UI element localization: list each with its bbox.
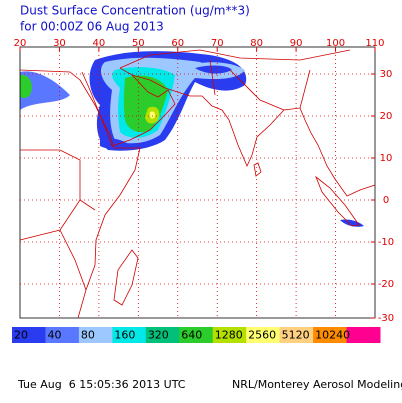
lon-label: 50	[132, 38, 145, 49]
lon-label: 80	[250, 38, 263, 49]
colorbar-segment	[346, 327, 381, 343]
colorbar-segment	[112, 327, 147, 343]
colorbar-segment	[78, 327, 113, 343]
colorbar-segment	[313, 327, 348, 343]
lon-label: 40	[93, 38, 106, 49]
footer-left: Tue Aug 6 15:05:36 2013 UTC	[17, 378, 186, 391]
coastlines	[19, 46, 376, 319]
lat-label: -30	[378, 313, 394, 324]
footer-right: NRL/Monterey Aerosol Modeling	[232, 378, 402, 391]
lon-label: 70	[211, 38, 224, 49]
colorbar-segment	[212, 327, 247, 343]
dust-field	[20, 51, 364, 227]
lon-label: 20	[14, 38, 27, 49]
colorbar-label: 5120	[282, 329, 310, 342]
colorbar-label: 320	[148, 329, 169, 342]
colorbar-segment	[45, 327, 80, 343]
colorbar-label: 10240	[315, 329, 350, 342]
lat-label: -20	[378, 279, 394, 290]
map-title: Dust Surface Concentration (ug/m**3)	[20, 4, 250, 18]
colorbar-segment	[279, 327, 314, 343]
colorbar-label: 1280	[215, 329, 243, 342]
lon-label: 60	[171, 38, 184, 49]
colorbar-label: 160	[114, 329, 135, 342]
lon-label: 30	[53, 38, 66, 49]
colorbar-label: 2560	[248, 329, 276, 342]
lat-label: -10	[378, 237, 394, 248]
colorbar-label: 40	[47, 329, 61, 342]
lat-label: 10	[380, 153, 393, 164]
lat-label: 0	[383, 195, 389, 206]
map-subtitle: for 00:00Z 06 Aug 2013	[20, 20, 164, 34]
colorbar-segment	[179, 327, 214, 343]
colorbar-segment	[145, 327, 180, 343]
colorbar-label: 20	[14, 329, 28, 342]
lat-label: 30	[380, 69, 393, 80]
colorbar-segment	[12, 327, 46, 343]
lon-label: 90	[290, 38, 303, 49]
lon-label: 110	[365, 38, 384, 49]
colorbar-label: 640	[181, 329, 202, 342]
colorbar-label: 80	[81, 329, 95, 342]
lon-label: 100	[326, 38, 345, 49]
colorbar-segment	[246, 327, 281, 343]
lat-label: 20	[380, 111, 393, 122]
